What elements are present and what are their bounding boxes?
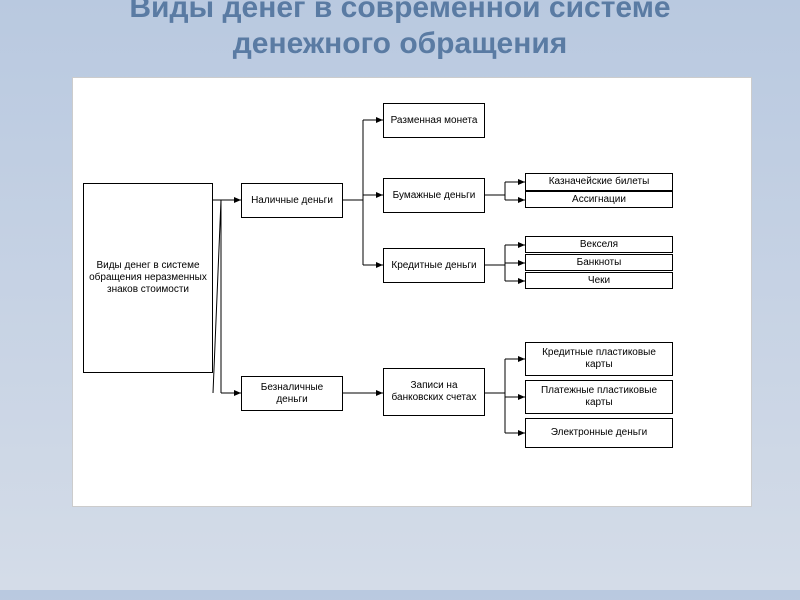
node-emoney: Электронные деньги [525,418,673,448]
node-checks: Чеки [525,272,673,289]
node-paper: Бумажные деньги [383,178,485,213]
node-cash: Наличные деньги [241,183,343,218]
node-treasury: Казначейские билеты [525,173,673,191]
node-credcard: Кредитные пластиковые карты [525,342,673,376]
node-banknotes: Банкноты [525,254,673,271]
node-bills: Векселя [525,236,673,253]
node-coin: Разменная монета [383,103,485,138]
flowchart-container: Виды денег в системе обращения неразменн… [72,77,752,507]
node-records: Записи на банковских счетах [383,368,485,416]
page-title: Виды денег в современной системе денежно… [0,0,800,62]
node-assign: Ассигнации [525,191,673,208]
node-root: Виды денег в системе обращения неразменн… [83,183,213,373]
node-credit: Кредитные деньги [383,248,485,283]
node-noncash: Безналичные деньги [241,376,343,411]
node-paycard: Платежные пластиковые карты [525,380,673,414]
